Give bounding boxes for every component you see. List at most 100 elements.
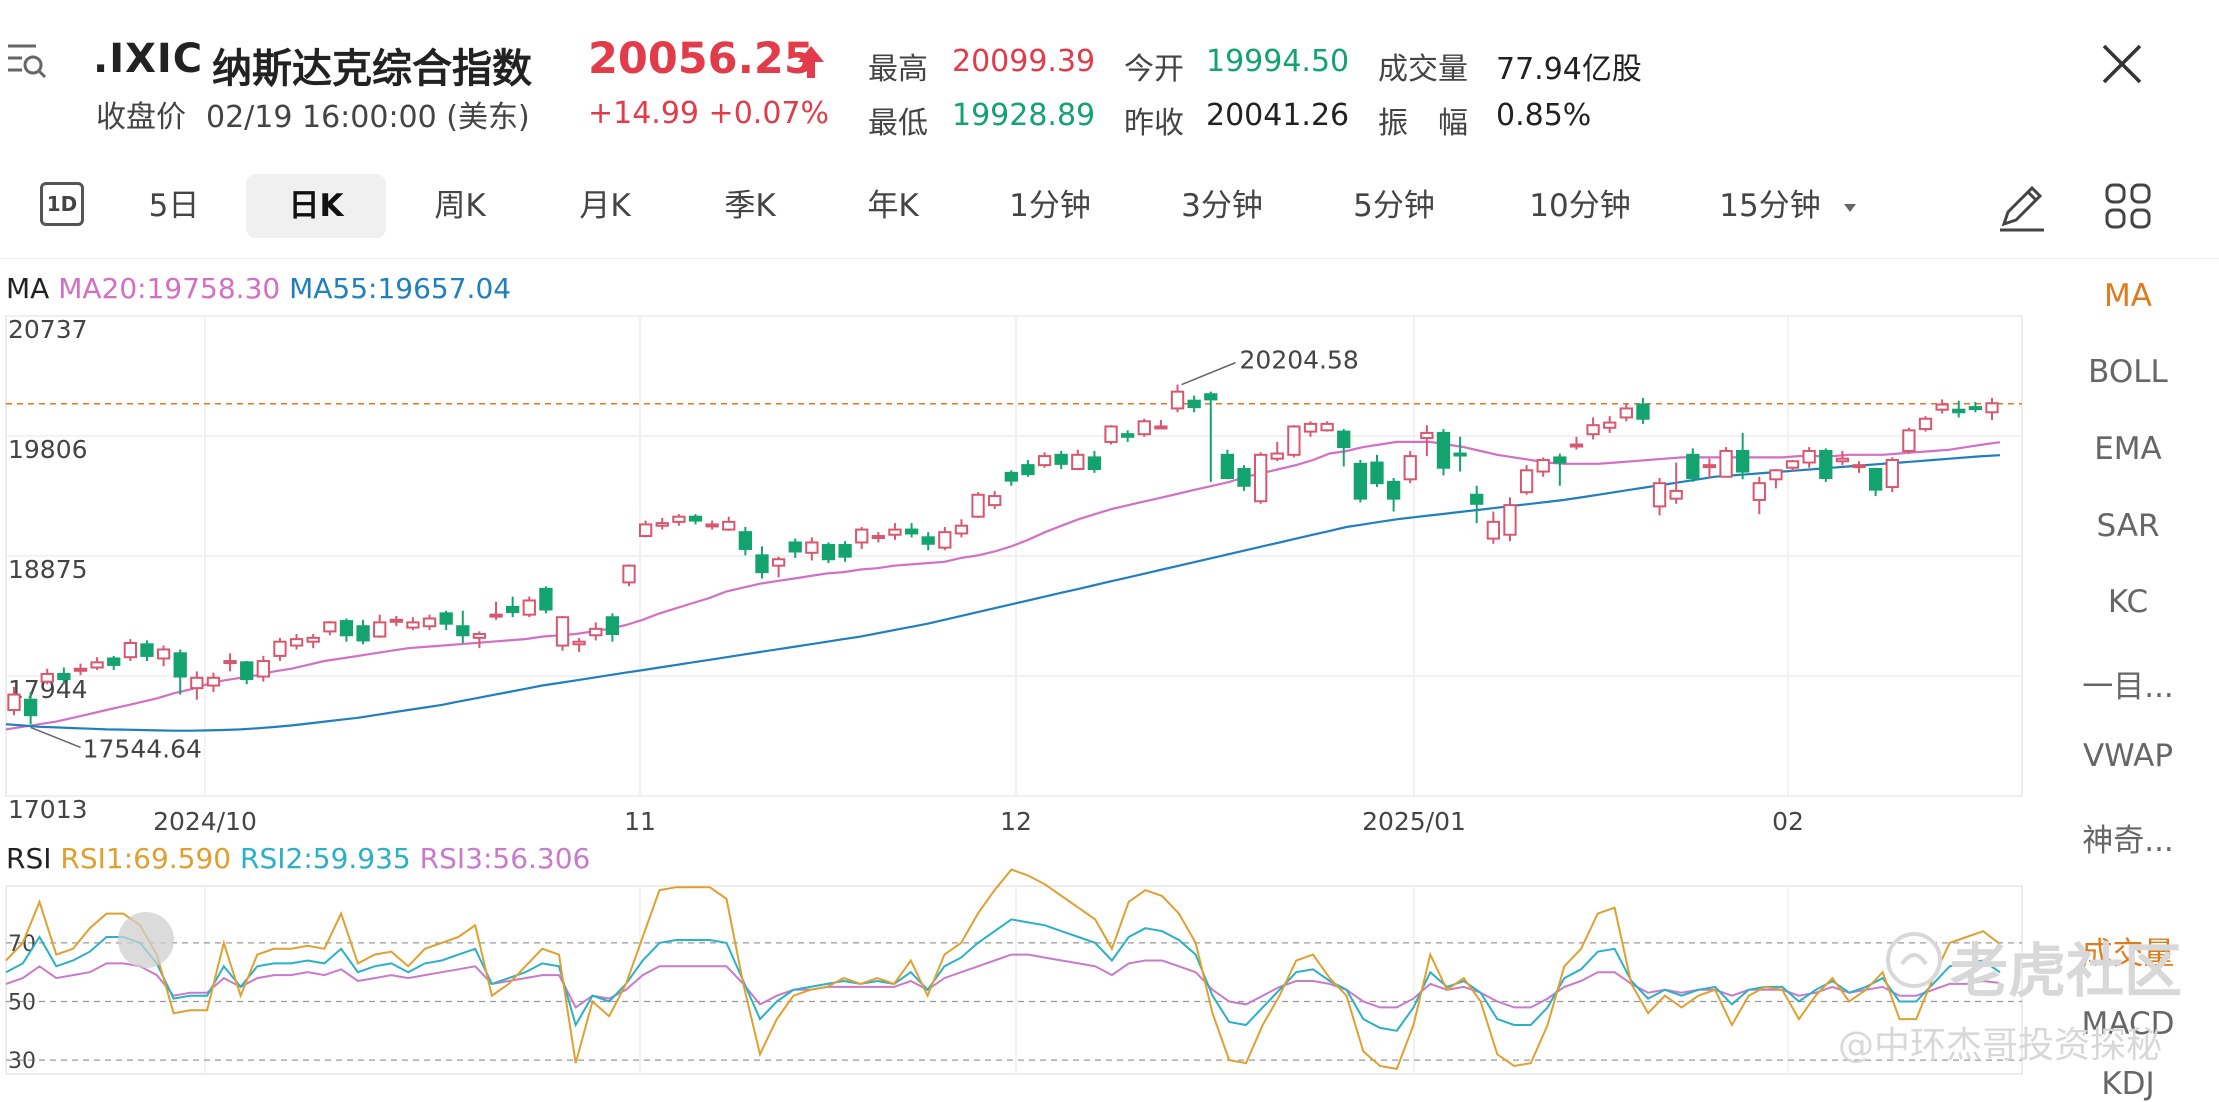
candle-up bbox=[1835, 457, 1850, 463]
candle-up bbox=[323, 621, 337, 633]
candle-up bbox=[206, 676, 221, 687]
candle-down bbox=[1337, 430, 1351, 449]
candle-down bbox=[921, 536, 935, 545]
candle-down bbox=[1952, 408, 1966, 414]
candle-up bbox=[1320, 422, 1334, 432]
candle-down bbox=[1686, 453, 1700, 480]
candle-up bbox=[1536, 458, 1550, 473]
candle-up bbox=[1802, 449, 1816, 464]
tab-15min[interactable]: 15分钟 bbox=[1719, 188, 1821, 224]
stat-volume-label: 成交量 bbox=[1378, 52, 1468, 87]
indicator-volume[interactable]: 成交量 bbox=[2081, 936, 2175, 972]
candle-down bbox=[1868, 467, 1883, 491]
candle-down bbox=[1237, 467, 1251, 487]
candle-up bbox=[1519, 469, 1534, 494]
candle-down bbox=[1470, 493, 1484, 505]
indicator-ichimoku[interactable]: 一目... bbox=[2082, 669, 2174, 705]
candle-up bbox=[572, 640, 586, 646]
ma20-value: MA20:19758.30 bbox=[58, 272, 281, 305]
chevron-down-icon[interactable] bbox=[1842, 202, 1858, 214]
tab-1d-icon[interactable]: 1D bbox=[40, 182, 84, 226]
candle-up bbox=[1852, 464, 1866, 469]
candle-down bbox=[339, 620, 354, 637]
candle-up bbox=[1503, 504, 1517, 536]
candle-up bbox=[1287, 425, 1301, 456]
candle-up bbox=[1253, 453, 1268, 503]
tab-10min[interactable]: 10分钟 bbox=[1529, 188, 1631, 224]
candle-up bbox=[855, 528, 869, 544]
candle-up bbox=[389, 618, 403, 623]
candle-down bbox=[605, 616, 620, 635]
header-divider bbox=[0, 258, 2219, 259]
candle-down bbox=[539, 587, 553, 611]
candle-up bbox=[1885, 458, 1899, 489]
candle-up bbox=[705, 523, 719, 528]
candle-down bbox=[107, 657, 121, 666]
index-name: 纳斯达克综合指数 bbox=[212, 46, 532, 92]
candle-down bbox=[173, 652, 187, 678]
candle-up bbox=[1652, 482, 1667, 508]
indicator-kc[interactable]: KC bbox=[2107, 584, 2149, 620]
tab-daily-k[interactable]: 日K bbox=[246, 174, 386, 238]
close-icon[interactable] bbox=[2100, 42, 2144, 86]
candle-up bbox=[289, 638, 304, 647]
draw-pen-icon[interactable] bbox=[1996, 180, 2048, 234]
layout-grid-icon[interactable] bbox=[2104, 182, 2152, 230]
candle-down bbox=[1636, 403, 1650, 420]
close-price-label: 收盘价 bbox=[96, 100, 186, 135]
candle-up bbox=[1420, 431, 1434, 440]
tab-quarterly-k[interactable]: 季K bbox=[724, 188, 776, 224]
candle-up bbox=[1619, 407, 1633, 419]
candle-down bbox=[1353, 462, 1368, 500]
indicator-sar[interactable]: SAR bbox=[2096, 508, 2160, 544]
indicator-kdj[interactable]: KDJ bbox=[2101, 1066, 2155, 1102]
candle-down bbox=[439, 612, 453, 625]
candle-up bbox=[1935, 403, 1949, 411]
stat-open-value: 19994.50 bbox=[1206, 44, 1350, 79]
high-price-label: 20204.58 bbox=[1240, 346, 1359, 375]
candle-down bbox=[1054, 453, 1068, 465]
candle-down bbox=[1204, 393, 1218, 401]
tab-weekly-k[interactable]: 周K bbox=[434, 188, 486, 224]
stat-high-value: 20099.39 bbox=[952, 44, 1096, 79]
candle-down bbox=[1736, 449, 1750, 473]
candle-up bbox=[156, 648, 171, 660]
candle-up bbox=[1769, 469, 1783, 481]
candle-up bbox=[722, 520, 736, 531]
arrow-up-icon bbox=[798, 46, 824, 78]
tab-yearly-k[interactable]: 年K bbox=[867, 188, 919, 224]
watermark-author: @中环杰哥投资探秘 bbox=[1838, 1025, 2163, 1066]
candle-down bbox=[1121, 433, 1135, 438]
indicator-macd[interactable]: MACD bbox=[2081, 1006, 2175, 1042]
indicator-boll[interactable]: BOLL bbox=[2088, 354, 2168, 390]
candle-up bbox=[1719, 449, 1733, 478]
stat-prev-close-value: 20041.26 bbox=[1206, 98, 1350, 133]
candle-down bbox=[688, 515, 703, 522]
tab-5min[interactable]: 5分钟 bbox=[1353, 188, 1435, 224]
candle-up bbox=[273, 640, 287, 657]
indicator-ma[interactable]: MA bbox=[2104, 278, 2152, 314]
candle-up bbox=[1586, 424, 1600, 436]
indicator-magic[interactable]: 神奇... bbox=[2082, 823, 2174, 859]
candle-down bbox=[1370, 461, 1384, 485]
x-tick-label: 02 bbox=[1772, 807, 1804, 836]
tab-3min[interactable]: 3分钟 bbox=[1181, 188, 1263, 224]
rsi-tick-label: 30 bbox=[8, 1049, 36, 1074]
candle-down bbox=[356, 625, 370, 642]
candle-up bbox=[1669, 489, 1683, 500]
rsi2-line bbox=[5, 918, 2001, 1032]
x-tick-label: 11 bbox=[624, 807, 656, 836]
tab-5day[interactable]: 5日 bbox=[148, 188, 200, 224]
ma55-line bbox=[5, 454, 2001, 732]
tab-monthly-k[interactable]: 月K bbox=[579, 188, 631, 224]
candle-up bbox=[1785, 460, 1800, 469]
candle-down bbox=[788, 541, 802, 553]
candle-up bbox=[888, 528, 902, 536]
tab-1min[interactable]: 1分钟 bbox=[1009, 188, 1091, 224]
indicator-vwap[interactable]: VWAP bbox=[2082, 738, 2174, 774]
candle-up bbox=[1902, 429, 1916, 452]
indicator-ema[interactable]: EMA bbox=[2094, 431, 2162, 467]
menu-list-icon[interactable] bbox=[6, 40, 48, 84]
high-label-leader bbox=[1181, 361, 1236, 386]
